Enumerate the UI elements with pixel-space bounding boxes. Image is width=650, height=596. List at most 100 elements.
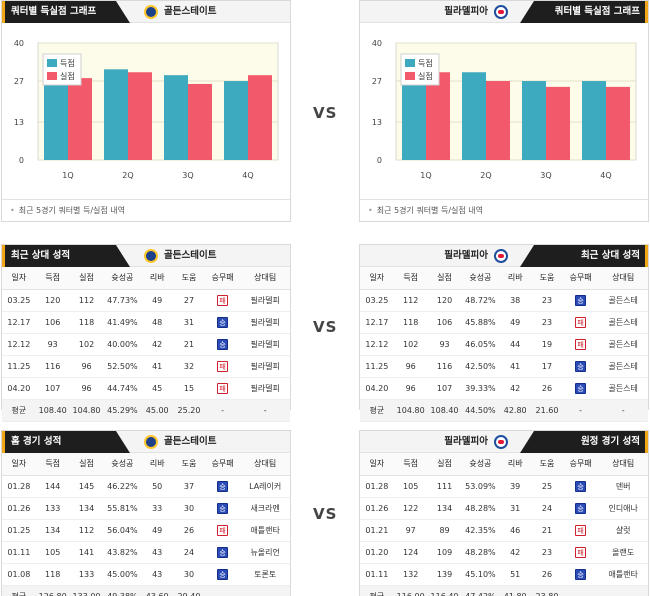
table-cell: 승 bbox=[562, 355, 599, 378]
table-row: 03.25 112 120 48.72% 38 23 승 골든스테 bbox=[360, 289, 648, 312]
table-cell: 109 bbox=[427, 541, 462, 564]
average-row: 평균 108.40 104.80 45.29% 45.00 25.20- - bbox=[2, 399, 290, 422]
table-cell: 134 bbox=[427, 497, 462, 520]
panel-header: 최근 상대 성적 필라델피아 bbox=[360, 245, 648, 267]
header-accent bbox=[645, 1, 648, 23]
table-cell: 승 bbox=[562, 497, 599, 520]
team-name: 골든스테이트 bbox=[144, 1, 216, 23]
x-tick-label: 3Q bbox=[540, 171, 551, 180]
table-cell: 패 bbox=[204, 377, 241, 400]
table-cell: 01.26 bbox=[2, 497, 36, 520]
x-tick-label: 4Q bbox=[600, 171, 611, 180]
result-badge: 승 bbox=[217, 480, 229, 492]
result-badge: 패 bbox=[575, 524, 587, 536]
table-row: 01.26 122 134 48.28% 31 24 승 인디애나 bbox=[360, 497, 648, 520]
table-cell: 42 bbox=[499, 541, 532, 564]
table-cell: 52.50% bbox=[103, 355, 142, 378]
table-cell: 105 bbox=[35, 541, 70, 564]
table-cell: 승 bbox=[562, 289, 599, 312]
column-header: 도움 bbox=[173, 267, 205, 290]
average-row: 평균 104.80 108.40 44.50% 42.80 21.60- - bbox=[360, 399, 648, 422]
table-cell: 124 bbox=[393, 541, 428, 564]
table-header-row: 일자 득점 실점 슛성공 리바 도움 승무패 상대팀 bbox=[360, 267, 648, 290]
table-cell: 01.08 bbox=[2, 563, 36, 586]
y-tick-label: 13 bbox=[14, 118, 24, 127]
table-cell: 141 bbox=[69, 541, 104, 564]
table-cell: 96 bbox=[69, 377, 104, 400]
table-cell: 승 bbox=[204, 563, 241, 586]
table-cell: LA레이커 bbox=[240, 475, 290, 498]
table-row: 01.11 132 139 45.10% 51 26 승 애틀랜타 bbox=[360, 563, 648, 586]
column-header: 슛성공 bbox=[461, 267, 500, 290]
y-tick-label: 0 bbox=[19, 156, 24, 165]
column-header: 승무패 bbox=[562, 267, 599, 290]
table-cell: 01.11 bbox=[360, 563, 394, 586]
table-cell: 필라델피 bbox=[240, 289, 290, 312]
legend-swatch bbox=[47, 72, 57, 80]
table-cell: 승 bbox=[562, 563, 599, 586]
table-cell: 승 bbox=[562, 475, 599, 498]
table-cell: 40.00% bbox=[103, 333, 142, 356]
result-badge: 승 bbox=[575, 480, 587, 492]
legend-label: 득점 bbox=[60, 58, 75, 68]
table-panel-gsw-home: 홈 경기 성적 골든스테이트 일자 득점 실점 슛성공 리바 도움 승무패 상대팀 01.28 144… bbox=[1, 430, 291, 596]
stats-table: 일자 득점 실점 슛성공 리바 도움 승무패 상대팀 01.28 144 145 46.22% 50 37… bbox=[2, 453, 290, 596]
table-cell: 102 bbox=[69, 333, 104, 356]
average-cell: 44.50% bbox=[461, 399, 500, 422]
table-cell: 03.25 bbox=[360, 289, 394, 312]
table-cell: 15 bbox=[173, 377, 205, 400]
table-cell: 32 bbox=[173, 355, 205, 378]
table-cell: 01.28 bbox=[360, 475, 394, 498]
column-header: 일자 bbox=[2, 267, 36, 290]
table-cell: 122 bbox=[393, 497, 428, 520]
table-row: 03.25 120 112 47.73% 49 27 패 필라델피 bbox=[2, 289, 290, 312]
table-cell: 01.11 bbox=[2, 541, 36, 564]
table-cell: 12.17 bbox=[360, 311, 394, 334]
result-badge: 승 bbox=[575, 294, 587, 306]
table-cell: 패 bbox=[204, 289, 241, 312]
table-panel-gsw-recent: 최근 상대 성적 골든스테이트 일자 득점 실점 슛성공 리바 도움 승무패 상대팀 03.25 12… bbox=[1, 244, 291, 422]
team-name: 필라델피아 bbox=[444, 431, 508, 453]
result-badge: 패 bbox=[575, 546, 587, 558]
bar-scored bbox=[224, 81, 248, 160]
bar-scored bbox=[462, 72, 486, 160]
table-cell: 승 bbox=[204, 497, 241, 520]
stats-table: 일자 득점 실점 슛성공 리바 도움 승무패 상대팀 03.25 120 112 47.73% 49 27… bbox=[2, 267, 290, 422]
table-panel-phi-recent: 최근 상대 성적 필라델피아 일자 득점 실점 슛성공 리바 도움 승무패 상대팀 03.25 112… bbox=[359, 244, 649, 422]
table-cell: 48.28% bbox=[461, 497, 500, 520]
table-cell: 133 bbox=[69, 563, 104, 586]
stats-table: 일자 득점 실점 슛성공 리바 도움 승무패 상대팀 01.28 105 111 53.09% 39 25… bbox=[360, 453, 648, 596]
bar-scored bbox=[44, 75, 68, 160]
average-cell: 평균 bbox=[2, 399, 36, 422]
average-cell: - bbox=[562, 585, 599, 596]
table-cell: 37 bbox=[173, 475, 205, 498]
table-cell: 89 bbox=[427, 519, 462, 542]
column-header: 득점 bbox=[393, 453, 428, 476]
table-cell: 샬럿 bbox=[598, 519, 648, 542]
bar-allowed bbox=[546, 86, 570, 160]
header-accent bbox=[2, 1, 5, 23]
table-cell: 01.20 bbox=[360, 541, 394, 564]
table-cell: 41 bbox=[141, 355, 174, 378]
table-cell: 134 bbox=[69, 497, 104, 520]
column-header: 일자 bbox=[2, 453, 36, 476]
table-cell: 17 bbox=[531, 355, 563, 378]
table-cell: 뉴올리언 bbox=[240, 541, 290, 564]
team-label: 골든스테이트 bbox=[164, 6, 217, 17]
table-row: 11.25 116 96 52.50% 41 32 패 필라델피 bbox=[2, 355, 290, 378]
column-header: 상대팀 bbox=[240, 453, 290, 476]
column-header: 실점 bbox=[427, 453, 462, 476]
bar-scored bbox=[164, 75, 188, 160]
result-badge: 패 bbox=[217, 382, 229, 394]
table-cell: 53.09% bbox=[461, 475, 500, 498]
y-tick-label: 13 bbox=[372, 118, 382, 127]
average-cell: 평균 bbox=[2, 585, 36, 596]
column-header: 득점 bbox=[35, 267, 70, 290]
panel-header: 최근 상대 성적 골든스테이트 bbox=[2, 245, 290, 267]
table-cell: 145 bbox=[69, 475, 104, 498]
average-cell: 41.80 bbox=[499, 585, 532, 596]
table-cell: 48.28% bbox=[461, 541, 500, 564]
average-cell: 21.60 bbox=[531, 399, 563, 422]
stats-table: 일자 득점 실점 슛성공 리바 도움 승무패 상대팀 03.25 112 120 48.72% 38 23… bbox=[360, 267, 648, 422]
